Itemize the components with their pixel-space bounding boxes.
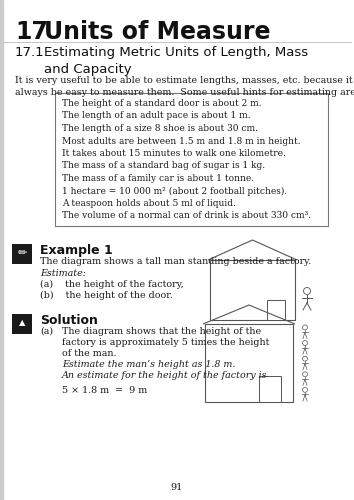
Text: It takes about 15 minutes to walk one kilometre.: It takes about 15 minutes to walk one ki… [62, 149, 286, 158]
Bar [12, 314, 32, 334]
Text: ▲: ▲ [19, 318, 25, 328]
Text: The length of an adult pace is about 1 m.: The length of an adult pace is about 1 m… [62, 112, 251, 120]
Text: Solution: Solution [40, 314, 98, 327]
Text: factory is approximately 5 times the height: factory is approximately 5 times the hei… [62, 338, 269, 347]
Text: 5 × 1.8 m  =  9 m: 5 × 1.8 m = 9 m [62, 386, 147, 395]
Text: ✏: ✏ [17, 248, 27, 258]
Circle shape [303, 356, 307, 361]
Text: (a)    the height of the factory,: (a) the height of the factory, [40, 280, 184, 289]
Bar [205, 324, 293, 402]
Text: 17.1: 17.1 [15, 46, 45, 59]
Text: The height of a standard door is about 2 m.: The height of a standard door is about 2… [62, 99, 262, 108]
Text: of the man.: of the man. [62, 349, 116, 358]
Text: The diagram shows a tall man standing beside a factory.: The diagram shows a tall man standing be… [40, 257, 311, 266]
Bar [55, 93, 328, 226]
Text: Estimate:: Estimate: [40, 269, 86, 278]
Text: Estimating Metric Units of Length, Mass
and Capacity: Estimating Metric Units of Length, Mass … [44, 46, 308, 76]
Circle shape [303, 288, 310, 294]
Text: (a): (a) [40, 327, 53, 336]
Text: The diagram shows that the height of the: The diagram shows that the height of the [62, 327, 261, 336]
Circle shape [303, 340, 307, 345]
Text: Estimate the man’s height as 1.8 m.: Estimate the man’s height as 1.8 m. [62, 360, 235, 369]
Text: 17: 17 [15, 20, 48, 44]
Text: 91: 91 [171, 483, 183, 492]
Text: The mass of a family car is about 1 tonne.: The mass of a family car is about 1 tonn… [62, 174, 254, 183]
Text: 1 hectare = 10 000 m² (about 2 football pitches).: 1 hectare = 10 000 m² (about 2 football … [62, 186, 287, 196]
Text: A teaspoon holds about 5 ml of liquid.: A teaspoon holds about 5 ml of liquid. [62, 199, 236, 208]
Bar [210, 260, 295, 320]
Text: Example 1: Example 1 [40, 244, 113, 257]
Circle shape [303, 325, 307, 330]
Bar [259, 376, 281, 402]
Bar [267, 300, 285, 320]
Text: The mass of a standard bag of sugar is 1 kg.: The mass of a standard bag of sugar is 1… [62, 162, 265, 170]
Text: Units of Measure: Units of Measure [44, 20, 270, 44]
Circle shape [303, 388, 307, 392]
Text: The volume of a normal can of drink is about 330 cm³.: The volume of a normal can of drink is a… [62, 212, 311, 220]
Text: An estimate for the height of the factory is: An estimate for the height of the factor… [62, 371, 268, 380]
Circle shape [303, 372, 307, 376]
Text: It is very useful to be able to estimate lengths, masses, etc. because it may no: It is very useful to be able to estimate… [15, 76, 354, 97]
Text: Most adults are between 1.5 m and 1.8 m in height.: Most adults are between 1.5 m and 1.8 m … [62, 136, 301, 145]
Text: The length of a size 8 shoe is about 30 cm.: The length of a size 8 shoe is about 30 … [62, 124, 258, 133]
Bar [0, 0, 3, 500]
Text: (b)    the height of the door.: (b) the height of the door. [40, 291, 173, 300]
Bar [12, 244, 32, 264]
